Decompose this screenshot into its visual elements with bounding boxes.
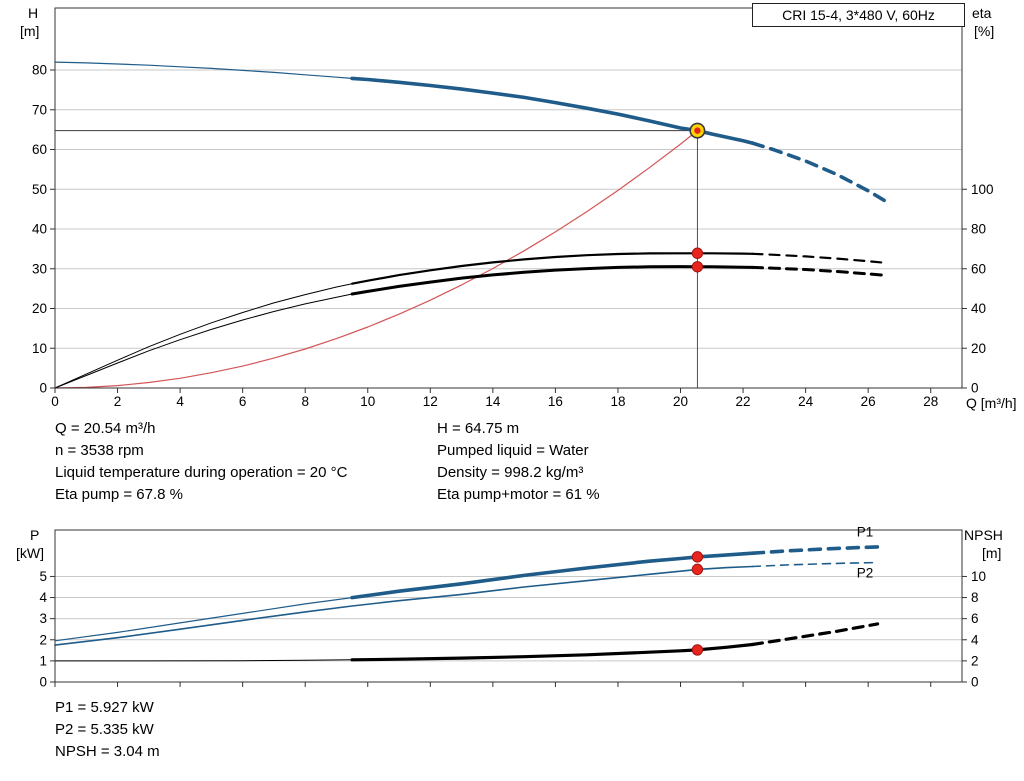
svg-text:60: 60 [32, 142, 47, 157]
svg-text:20: 20 [673, 394, 688, 409]
eta-pump-curve [351, 252, 754, 285]
eta-axis-unit: [%] [974, 23, 995, 39]
svg-text:2: 2 [971, 653, 979, 668]
eta-pump-motor-curve-extrapolated [751, 265, 889, 277]
p2-curve [54, 565, 754, 646]
info-line-eta-total: Eta pump+motor = 61 % [437, 486, 600, 503]
svg-text:70: 70 [32, 102, 47, 117]
svg-text:80: 80 [32, 63, 47, 78]
plot-border [54, 529, 963, 683]
svg-text:22: 22 [736, 394, 751, 409]
p-axis-unit: [kW] [16, 545, 44, 561]
svg-text:8: 8 [971, 590, 979, 605]
npsh-curve-extrapolated [750, 622, 880, 647]
pump-model-label: CRI 15-4, 3*480 V, 60Hz [752, 3, 965, 27]
npsh-curve [350, 642, 755, 662]
svg-text:40: 40 [971, 301, 986, 316]
svg-text:10: 10 [971, 569, 986, 584]
p1-curve-thin [54, 597, 353, 642]
svg-text:0: 0 [971, 381, 979, 396]
info-line-eta: Eta pump = 67.8 % [55, 486, 183, 503]
plot-border [54, 7, 963, 389]
svg-text:8: 8 [301, 394, 309, 409]
duty-guide-lines [55, 130, 698, 388]
svg-text:40: 40 [32, 222, 47, 237]
svg-text:10: 10 [360, 394, 375, 409]
npsh-duty-dot [691, 644, 704, 656]
info-line-q: Q = 20.54 m³/h [55, 420, 156, 437]
axis-ticks-and-labels: 0 1 2 3 4 5 0 2 4 6 8 10 [39, 569, 986, 690]
head-curve-thin [54, 61, 353, 79]
info-line-p2: P2 = 5.335 kW [55, 721, 154, 738]
svg-text:14: 14 [485, 394, 501, 409]
info-line-rpm: n = 3538 rpm [55, 442, 144, 459]
svg-text:24: 24 [798, 394, 814, 409]
svg-text:0: 0 [971, 675, 979, 690]
gridlines [55, 69, 962, 349]
eta-pump-curve-extrapolated [751, 252, 888, 265]
svg-text:0: 0 [39, 675, 47, 690]
eta-pump-motor-duty-dot [691, 261, 704, 273]
info-line-liquid: Pumped liquid = Water [437, 442, 589, 459]
svg-text:6: 6 [971, 611, 979, 626]
svg-text:4: 4 [176, 394, 184, 409]
p1-duty-dot [691, 551, 704, 563]
p-axis-label: P [30, 527, 40, 543]
system-curve [54, 130, 698, 389]
svg-text:28: 28 [923, 394, 938, 409]
svg-text:2: 2 [39, 632, 47, 647]
p1-curve [350, 551, 755, 600]
eta-axis-label: eta [972, 5, 992, 21]
head-curve-extrapolated [750, 141, 889, 204]
power-npsh-chart: 0 1 2 3 4 5 0 2 4 6 8 10 P1 P2 [39, 524, 986, 690]
svg-text:80: 80 [971, 222, 986, 237]
power-info-column: P1 = 5.927 kW P2 = 5.335 kW NPSH = 3.04 … [55, 697, 160, 763]
svg-text:20: 20 [32, 301, 47, 316]
info-line-npsh: NPSH = 3.04 m [55, 743, 160, 760]
info-line-density: Density = 998.2 kg/m³ [437, 464, 584, 481]
svg-text:5: 5 [39, 569, 47, 584]
operating-point-marker[interactable] [689, 122, 706, 139]
h-axis-label: H [28, 5, 39, 21]
svg-text:20: 20 [971, 341, 986, 356]
duty-info-left-column: Q = 20.54 m³/h n = 3538 rpm Liquid tempe… [55, 418, 347, 506]
svg-text:4: 4 [39, 590, 47, 605]
svg-text:10: 10 [32, 341, 47, 356]
svg-text:30: 30 [32, 261, 47, 276]
svg-text:16: 16 [548, 394, 563, 409]
p1-curve-extrapolated [750, 545, 880, 555]
svg-text:26: 26 [861, 394, 876, 409]
svg-text:3: 3 [39, 611, 47, 626]
p2-curve-extrapolated [751, 561, 879, 568]
eta-pump-curve-thin [54, 283, 353, 389]
svg-text:1: 1 [39, 653, 47, 668]
npsh-axis-label: NPSH [964, 527, 1003, 543]
q-axis-label: Q [m³/h] [966, 395, 1017, 411]
h-axis-unit: [m] [20, 23, 40, 39]
svg-text:4: 4 [971, 632, 979, 647]
svg-text:18: 18 [610, 394, 625, 409]
p2-duty-dot [691, 563, 704, 576]
svg-text:2: 2 [114, 394, 122, 409]
svg-text:60: 60 [971, 261, 986, 276]
p2-curve-label: P2 [857, 566, 874, 581]
svg-text:100: 100 [971, 182, 994, 197]
svg-text:50: 50 [32, 182, 47, 197]
svg-text:12: 12 [423, 394, 438, 409]
p1-curve-label: P1 [857, 524, 874, 539]
svg-text:0: 0 [51, 394, 59, 409]
svg-text:6: 6 [239, 394, 247, 409]
eta-pump-motor-curve-thin [54, 293, 353, 389]
duty-info-right-column: H = 64.75 m Pumped liquid = Water Densit… [437, 418, 600, 506]
eta-pump-duty-dot [691, 247, 704, 259]
info-line-h: H = 64.75 m [437, 420, 520, 437]
svg-text:0: 0 [39, 381, 47, 396]
npsh-curve-thin [54, 659, 353, 662]
npsh-axis-unit: [m] [982, 545, 1002, 561]
info-line-temp: Liquid temperature during operation = 20… [55, 464, 348, 481]
eta-pump-motor-curve [350, 265, 754, 296]
info-line-p1: P1 = 5.927 kW [55, 699, 154, 716]
